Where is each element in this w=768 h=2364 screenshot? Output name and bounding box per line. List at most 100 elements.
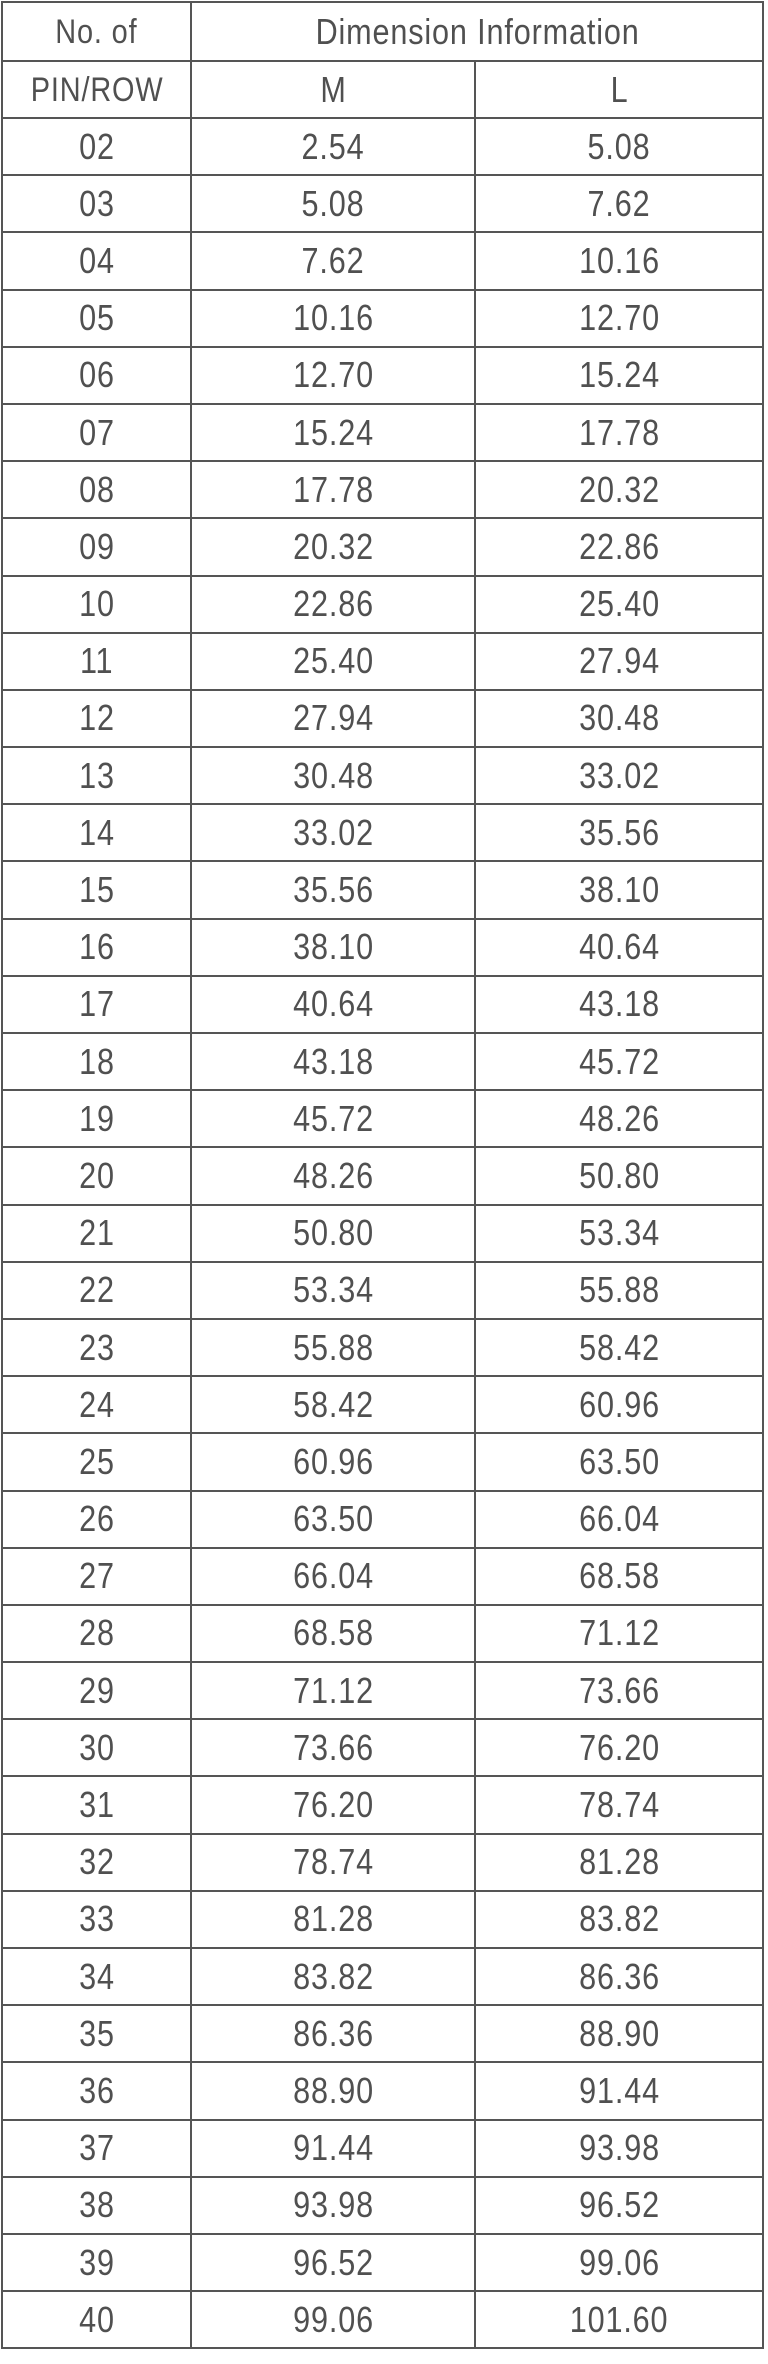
cell-m: 2.54 <box>190 116 477 177</box>
cell-l: 33.02 <box>474 746 764 806</box>
cell-m: 33.02 <box>190 803 477 863</box>
cell-pins-text: 20 <box>78 1154 115 1196</box>
cell-pins-text: 18 <box>78 1040 115 1082</box>
cell-l: 63.50 <box>474 1432 764 1492</box>
cell-pins: 18 <box>0 1031 193 1092</box>
table-row: 27 66.04 68.58 <box>0 1546 764 1606</box>
cell-m: 30.48 <box>190 746 477 806</box>
table-row: 36 88.90 91.44 <box>0 2061 764 2121</box>
cell-m-text: 17.78 <box>292 468 374 510</box>
cell-m-text: 30.48 <box>292 754 374 796</box>
header-pins-line2: PIN/ROW <box>0 60 193 119</box>
cell-l: 55.88 <box>474 1260 764 1320</box>
cell-m: 91.44 <box>190 2118 477 2178</box>
cell-l-text: 27.94 <box>578 640 660 682</box>
cell-l-text: 99.06 <box>578 2241 660 2283</box>
table-row: 34 83.82 86.36 <box>0 1946 764 2007</box>
cell-m-text: 66.04 <box>292 1555 374 1597</box>
cell-m: 7.62 <box>190 231 477 291</box>
cell-pins: 33 <box>0 1889 193 1950</box>
cell-m-text: 73.66 <box>292 1726 374 1768</box>
cell-pins: 10 <box>0 574 193 634</box>
cell-pins: 22 <box>0 1260 193 1320</box>
cell-l: 81.28 <box>474 1832 764 1892</box>
cell-m: 17.78 <box>190 460 477 520</box>
cell-pins: 11 <box>0 631 193 691</box>
cell-pins-text: 34 <box>78 1955 115 1997</box>
cell-pins-text: 37 <box>78 2127 115 2169</box>
cell-m-text: 27.94 <box>292 697 374 739</box>
table-row: 38 93.98 96.52 <box>0 2175 764 2235</box>
cell-pins-text: 21 <box>78 1212 115 1254</box>
table-row: 17 40.64 43.18 <box>0 974 764 1035</box>
cell-pins-text: 27 <box>78 1555 115 1597</box>
cell-m: 20.32 <box>190 517 477 577</box>
cell-pins-text: 16 <box>78 926 115 968</box>
cell-m-text: 71.12 <box>292 1669 374 1711</box>
cell-m-text: 99.06 <box>292 2298 374 2340</box>
cell-l: 88.90 <box>474 2004 764 2064</box>
cell-l: 91.44 <box>474 2061 764 2121</box>
cell-l-text: 22.86 <box>578 525 660 567</box>
cell-m-text: 43.18 <box>292 1040 374 1082</box>
cell-pins: 15 <box>0 860 193 920</box>
cell-m-text: 88.90 <box>292 2069 374 2111</box>
cell-pins: 38 <box>0 2175 193 2235</box>
cell-pins-text: 06 <box>78 354 115 396</box>
cell-l: 66.04 <box>474 1489 764 1549</box>
cell-l-text: 48.26 <box>578 1097 660 1139</box>
cell-m-text: 7.62 <box>301 239 365 281</box>
cell-m: 76.20 <box>190 1775 477 1835</box>
cell-pins-text: 39 <box>78 2241 115 2283</box>
cell-l: 30.48 <box>474 688 764 749</box>
cell-pins-text: 29 <box>78 1669 115 1711</box>
cell-m-text: 78.74 <box>292 1841 374 1883</box>
cell-pins: 28 <box>0 1603 193 1664</box>
table-row: 03 5.08 7.62 <box>0 174 764 234</box>
cell-pins-text: 14 <box>78 811 115 853</box>
cell-l: 58.42 <box>474 1317 764 1378</box>
cell-m: 99.06 <box>190 2290 477 2350</box>
cell-m-text: 60.96 <box>292 1440 374 1482</box>
header-text: No. of <box>55 12 138 51</box>
cell-l: 53.34 <box>474 1203 764 1263</box>
cell-pins-text: 05 <box>78 297 115 339</box>
cell-m-text: 2.54 <box>301 125 365 167</box>
cell-l-text: 25.40 <box>578 583 660 625</box>
cell-m: 35.56 <box>190 860 477 920</box>
cell-l: 73.66 <box>474 1661 764 1721</box>
cell-pins-text: 32 <box>78 1841 115 1883</box>
table-row: 04 7.62 10.16 <box>0 231 764 291</box>
cell-pins-text: 17 <box>78 983 115 1025</box>
cell-m: 81.28 <box>190 1889 477 1950</box>
cell-l: 17.78 <box>474 402 764 463</box>
cell-l-text: 93.98 <box>578 2127 660 2169</box>
cell-m-text: 22.86 <box>292 583 374 625</box>
cell-l: 35.56 <box>474 803 764 863</box>
cell-m: 22.86 <box>190 574 477 634</box>
cell-l: 60.96 <box>474 1375 764 1435</box>
cell-l: 78.74 <box>474 1775 764 1835</box>
cell-l: 15.24 <box>474 345 764 405</box>
cell-m-text: 35.56 <box>292 869 374 911</box>
cell-pins-text: 19 <box>78 1097 115 1139</box>
cell-m: 93.98 <box>190 2175 477 2235</box>
cell-l-text: 33.02 <box>578 754 660 796</box>
table-row: 09 20.32 22.86 <box>0 517 764 577</box>
cell-pins: 26 <box>0 1489 193 1549</box>
cell-pins-text: 31 <box>78 1784 115 1826</box>
table-row: 15 35.56 38.10 <box>0 860 764 920</box>
cell-pins: 30 <box>0 1718 193 1778</box>
cell-m: 27.94 <box>190 688 477 749</box>
cell-m-text: 58.42 <box>292 1383 374 1425</box>
cell-l-text: 10.16 <box>578 239 660 281</box>
cell-pins: 09 <box>0 517 193 577</box>
cell-m-text: 12.70 <box>292 354 374 396</box>
cell-m: 71.12 <box>190 1661 477 1721</box>
cell-pins-text: 36 <box>78 2069 115 2111</box>
cell-m: 55.88 <box>190 1317 477 1378</box>
cell-pins: 20 <box>0 1146 193 1206</box>
header-m: M <box>190 60 477 119</box>
table-row: 16 38.10 40.64 <box>0 917 764 977</box>
